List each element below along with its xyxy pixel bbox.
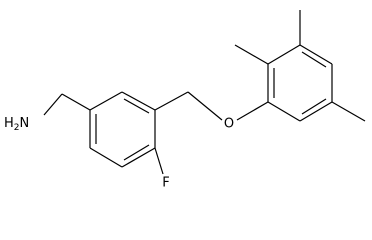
oxygen-label: O	[224, 117, 234, 132]
fluorine-label: F	[162, 176, 169, 191]
bonds	[43, 10, 366, 175]
structure: H2N O F	[4, 10, 366, 191]
amine-n: N	[20, 116, 30, 131]
amine-subscript: 2	[14, 123, 20, 133]
amine-h: H	[4, 116, 14, 131]
amine-label: H2N	[4, 116, 29, 133]
